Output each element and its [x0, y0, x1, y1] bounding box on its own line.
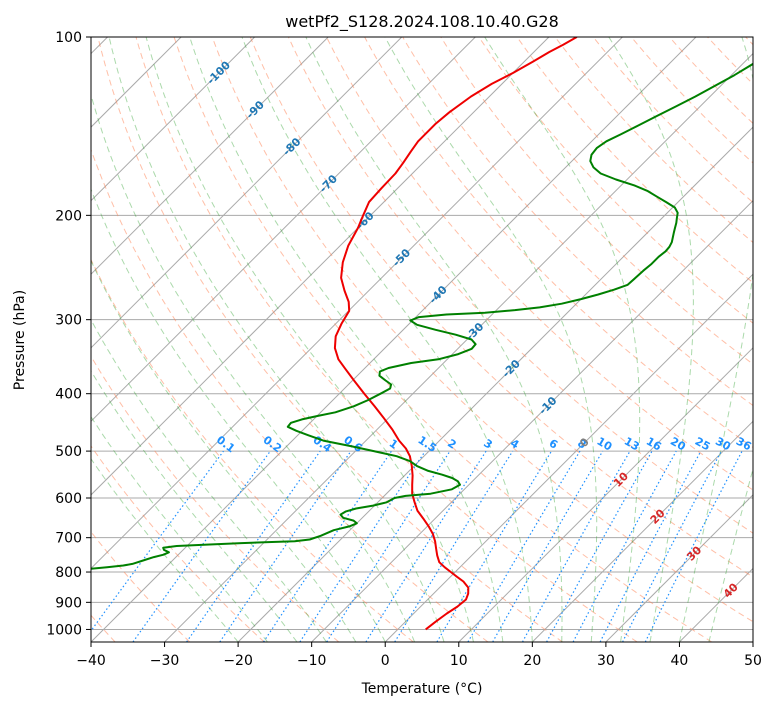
dry-adiabat [249, 37, 753, 578]
moist-adiabat [91, 415, 268, 642]
dry-adiabat [364, 37, 753, 449]
x-tick-label: −30 [150, 653, 180, 669]
y-tick-label: 100 [55, 30, 82, 46]
mixing-ratio-line [394, 450, 514, 642]
mixing-ratio-line [467, 450, 581, 642]
isotherm-line [91, 37, 403, 349]
dry-adiabat [97, 37, 563, 642]
isotherm-line [91, 37, 329, 275]
x-tick-label: 50 [744, 653, 762, 669]
moist-adiabat [145, 37, 474, 642]
moist-adiabat [91, 457, 239, 642]
y-tick-label: 800 [55, 565, 82, 581]
dry-adiabat [478, 37, 753, 324]
x-axis-title: Temperature (°C) [361, 681, 483, 697]
mixing-ratio-line [365, 450, 487, 642]
dry-adiabat [135, 37, 638, 642]
isotherm-line [458, 347, 753, 642]
mixing-ratio-line [521, 450, 631, 642]
isotherm-line [91, 37, 550, 496]
isotherm-line [605, 494, 753, 642]
mixing-ratio-line [132, 450, 271, 642]
y-axis-title: Pressure (hPa) [12, 290, 28, 390]
y-tick-label: 700 [55, 531, 82, 547]
mixing-ratio-line [546, 450, 653, 642]
dry-adiabat [402, 37, 753, 407]
moist-adiabat [678, 37, 753, 642]
isotherm-line [531, 420, 753, 642]
y-tick-label: 500 [55, 444, 82, 460]
isotherm-line [91, 37, 476, 423]
dry-adiabat [287, 37, 753, 534]
plot-frame [90, 36, 754, 643]
y-tick-label: 200 [55, 208, 82, 224]
mixing-ratio-label: 25 [693, 435, 713, 454]
moist-adiabat [608, 37, 694, 642]
x-tick-label: 40 [671, 653, 689, 669]
y-tick-label: 400 [55, 387, 82, 403]
dry-adiabat [91, 445, 265, 642]
moist-adiabat [91, 93, 416, 642]
y-tick-label: 600 [55, 491, 82, 507]
mixing-ratio-line [492, 450, 604, 642]
x-tick-label: 0 [381, 653, 390, 669]
y-tick-label: 900 [55, 595, 82, 611]
dry-adiabat [592, 37, 753, 204]
x-tick-label: 30 [597, 653, 615, 669]
mixing-ratio-line [91, 450, 224, 632]
moist-adiabat [484, 37, 641, 642]
moist-adiabat [241, 37, 533, 642]
isotherm-line [164, 52, 753, 642]
moist-adiabat [384, 37, 598, 642]
chart-title: wetPf2_S128.2024.108.10.40.G28 [285, 12, 559, 32]
moist-adiabat [91, 318, 327, 642]
isotherm-line [237, 126, 753, 642]
dry-adiabat [630, 37, 753, 164]
x-axis: −40 −30 −20 −10 0 10 20 30 40 50 [76, 642, 762, 669]
plot-area: 0.1 0.2 0.4 0.6 1 1.5 2 3 4 6 8 10 13 16 20 25 30 36-100-… [91, 37, 753, 642]
y-tick-label: 1000 [46, 622, 82, 638]
dry-adiabat [326, 37, 753, 491]
x-tick-label: 20 [523, 653, 541, 669]
mixing-ratio-line [436, 450, 553, 642]
mixing-ratio-label: 30 [713, 435, 733, 454]
y-tick-label: 300 [55, 313, 82, 329]
x-tick-label: −10 [297, 653, 327, 669]
moist-adiabat [305, 37, 563, 642]
isotherm-line [91, 37, 623, 570]
mixing-ratio-line [326, 450, 451, 642]
isotherm-line [91, 37, 697, 642]
moist-adiabat [91, 259, 357, 642]
isotherm-line [91, 37, 256, 202]
isotherm-line [384, 273, 753, 642]
dry-adiabat [173, 37, 713, 642]
moist-adiabat [91, 188, 386, 642]
moist-adiabat [108, 37, 445, 642]
mixing-ratio-line [219, 450, 352, 642]
x-tick-label: 10 [450, 653, 468, 669]
moist-adiabat [91, 369, 298, 642]
dry-adiabat [211, 37, 753, 623]
x-tick-label: −20 [223, 653, 253, 669]
moist-adiabat [708, 467, 753, 642]
mixing-ratio-line [572, 450, 677, 642]
mixing-ratio-line [186, 450, 321, 642]
y-axis: 100 200 300 400 500 600 700 800 900 1000 [46, 30, 91, 638]
moist-adiabat [189, 37, 504, 642]
dewpoint-profile-line [91, 62, 753, 570]
x-tick-label: −40 [76, 653, 106, 669]
